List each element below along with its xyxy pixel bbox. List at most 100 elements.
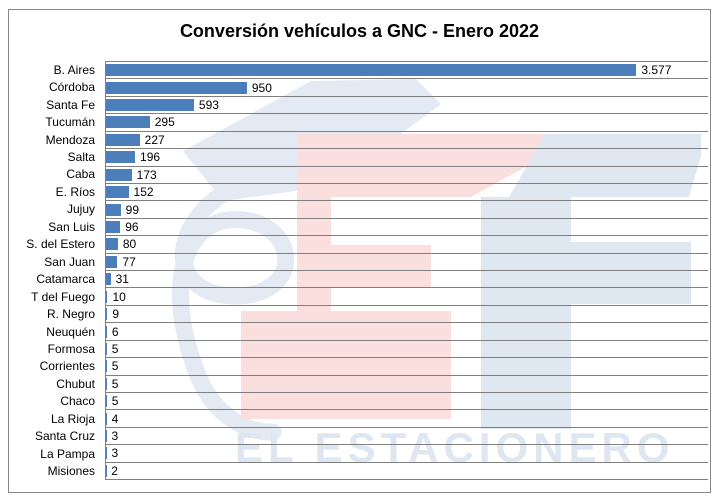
value-label: 3.577	[641, 63, 672, 78]
bar	[106, 273, 111, 286]
bar-row: 77	[106, 254, 708, 272]
bar	[106, 255, 118, 268]
bar	[106, 81, 247, 94]
bar	[106, 99, 194, 112]
bar	[106, 168, 132, 181]
category-label: Neuquén	[46, 324, 95, 339]
category-label: Salta	[67, 149, 95, 164]
value-label: 4	[111, 411, 119, 426]
category-label: Corrientes	[39, 359, 95, 374]
bar-row: 152	[106, 184, 708, 202]
category-label: Santa Fe	[46, 97, 95, 112]
category-label: Mendoza	[45, 132, 95, 147]
bar-row: 10	[106, 288, 708, 306]
value-label: 593	[198, 98, 219, 113]
category-label: Santa Cruz	[34, 429, 95, 444]
value-label: 6	[111, 324, 119, 339]
category-labels: B. Aires Córdoba Santa Fe Tucumán Mendoza Sal…	[9, 61, 100, 480]
value-label: 227	[144, 132, 165, 147]
bar	[106, 186, 129, 199]
bar-row: 31	[106, 271, 708, 289]
bar-row: 99	[106, 201, 708, 219]
category-label: Córdoba	[48, 80, 95, 95]
plot-area: 3.577 950 593 295 227 196 173 152 99 96 80 77 31 10 9 6…	[105, 61, 708, 481]
bar-row: 5	[106, 376, 708, 394]
bar	[106, 395, 107, 408]
category-label: La Pampa	[40, 446, 95, 461]
category-label: Tucumán	[45, 115, 95, 130]
bar-row: 3	[106, 428, 708, 446]
bar	[106, 342, 107, 355]
category-label: Jujuy	[66, 202, 95, 217]
bar	[106, 325, 107, 338]
bar	[106, 412, 107, 425]
category-label: S. del Estero	[26, 237, 95, 252]
bar-row: 5	[106, 358, 708, 376]
value-label: 196	[140, 150, 161, 165]
category-label: Catamarca	[36, 272, 95, 287]
category-label: Caba	[66, 167, 95, 182]
bar	[106, 151, 136, 164]
bar	[106, 116, 150, 129]
category-label: Misiones	[47, 464, 95, 479]
category-label: R. Negro	[46, 307, 95, 322]
value-label: 9	[112, 307, 120, 322]
bar-row: 295	[106, 114, 708, 132]
bar-row: 3	[106, 445, 708, 463]
category-label: E. Ríos	[55, 184, 95, 199]
bar-row: 4	[106, 410, 708, 428]
gas-hose-icon	[172, 162, 295, 441]
bar-row: 950	[106, 79, 708, 97]
bar-row: 2	[106, 463, 708, 481]
category-label: La Rioja	[50, 411, 95, 426]
value-label: 3	[111, 429, 119, 444]
category-label: Chubut	[56, 376, 95, 391]
bar-row: 227	[106, 132, 708, 150]
value-label: 950	[251, 80, 272, 95]
category-label: Chaco	[60, 394, 95, 409]
value-label: 152	[133, 185, 154, 200]
category-label: San Luis	[48, 219, 95, 234]
value-label: 295	[154, 115, 175, 130]
watermark-text: EL ESTACIONERO	[235, 424, 675, 471]
logo-letter-blue	[481, 134, 701, 429]
value-label: 96	[125, 220, 139, 234]
bar-row: 3.577	[106, 62, 708, 80]
value-label: 5	[111, 376, 119, 391]
value-label: 10	[112, 289, 126, 304]
bar	[106, 360, 107, 373]
bar-row: 9	[106, 306, 708, 324]
bar	[106, 290, 108, 303]
category-label: Formosa	[47, 341, 95, 356]
value-label: 173	[136, 167, 157, 182]
bar	[106, 64, 637, 77]
value-label: 2	[111, 463, 118, 478]
category-label: T del Fuego	[31, 289, 95, 304]
bar	[106, 203, 121, 216]
value-label: 80	[122, 237, 137, 252]
bar	[106, 308, 108, 321]
watermark-logo	[172, 79, 701, 441]
bar-row: 96	[106, 219, 708, 237]
value-label: 5	[111, 394, 119, 409]
bar-row: 173	[106, 167, 708, 184]
value-label: 5	[111, 341, 119, 356]
bar	[106, 238, 118, 251]
logo-letter-pink	[241, 134, 586, 419]
value-label: 99	[125, 202, 140, 217]
bar-row: 5	[106, 393, 708, 411]
bar	[106, 133, 140, 146]
chart-title: Conversión vehículos a GNC - Enero 2022	[179, 21, 540, 41]
bar-row: 196	[106, 149, 708, 167]
value-label: 3	[111, 446, 119, 461]
bar	[106, 377, 107, 390]
bar-row: 593	[106, 97, 708, 115]
bar-row: 5	[106, 341, 708, 359]
chart-frame: Conversión vehículos a GNC - Enero 2022 …	[8, 9, 711, 493]
category-label: San Juan	[44, 254, 95, 269]
value-label: 31	[115, 272, 129, 287]
category-label: B. Aires	[53, 62, 95, 77]
value-label: 5	[111, 359, 119, 374]
value-label: 77	[122, 254, 136, 269]
